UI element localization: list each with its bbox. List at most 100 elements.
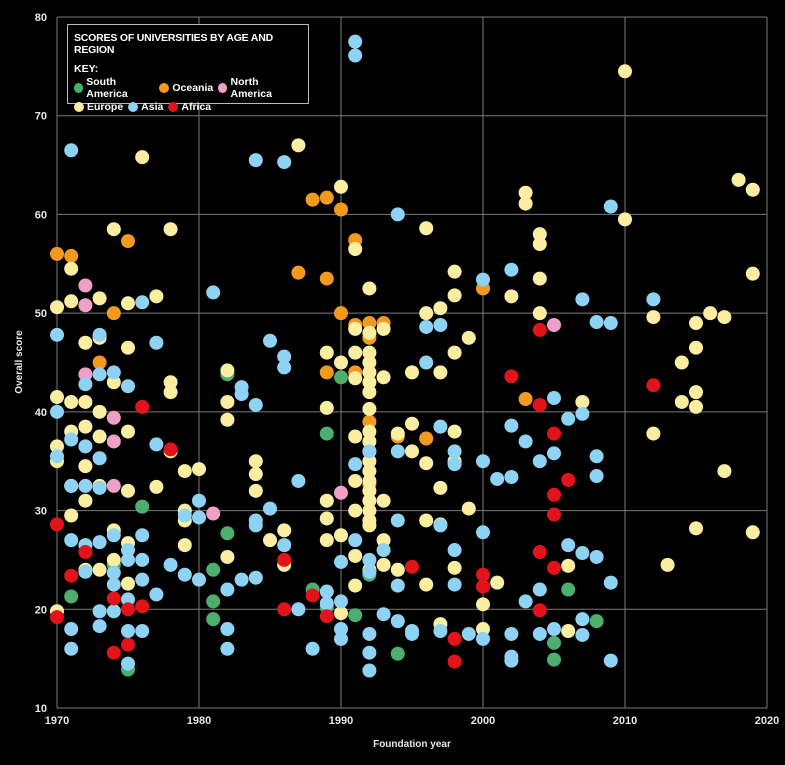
point-south-america <box>348 608 363 623</box>
point-africa <box>277 552 292 567</box>
point-europe <box>263 533 277 548</box>
point-europe <box>78 493 93 508</box>
point-asia <box>419 355 434 370</box>
point-asia <box>177 508 192 523</box>
point-europe <box>121 576 135 591</box>
point-europe <box>78 419 93 434</box>
point-asia <box>135 624 150 639</box>
point-south-america <box>561 582 576 597</box>
point-oceania <box>419 431 434 446</box>
point-europe <box>192 462 206 477</box>
point-asia <box>504 626 519 641</box>
legend-dot <box>74 83 84 93</box>
point-europe <box>745 266 760 281</box>
point-asia <box>490 471 505 486</box>
point-europe <box>745 182 760 197</box>
point-europe <box>689 521 703 536</box>
point-asia <box>64 622 79 637</box>
point-europe <box>447 288 462 303</box>
point-asia <box>575 612 590 627</box>
point-europe <box>64 294 79 309</box>
y-tick-label: 50 <box>35 308 47 320</box>
point-asia <box>149 437 164 452</box>
point-asia <box>106 604 121 619</box>
x-tick-label: 1980 <box>187 715 211 727</box>
legend-label: South America <box>86 76 128 100</box>
point-europe <box>92 404 107 419</box>
point-asia <box>220 582 235 597</box>
legend-item-europe: Europe <box>74 101 123 113</box>
point-asia <box>348 48 363 63</box>
point-europe <box>447 424 462 439</box>
point-asia <box>433 317 448 332</box>
point-asia <box>476 272 490 287</box>
point-asia <box>106 365 121 380</box>
point-north-america <box>206 506 221 521</box>
point-africa <box>532 603 547 618</box>
point-asia <box>92 480 107 495</box>
point-asia <box>334 631 348 646</box>
point-oceania <box>291 265 306 280</box>
x-tick-label: 1970 <box>45 715 69 727</box>
point-europe <box>319 400 334 415</box>
point-europe <box>362 434 377 449</box>
point-europe <box>433 365 448 380</box>
point-europe <box>646 426 661 441</box>
data-points <box>50 34 760 678</box>
point-north-america <box>106 478 121 493</box>
point-asia <box>603 316 618 331</box>
point-asia <box>390 207 405 222</box>
point-asia <box>305 641 320 656</box>
point-europe <box>362 355 377 370</box>
point-asia <box>476 525 490 540</box>
point-africa <box>277 602 292 617</box>
point-oceania <box>319 365 334 380</box>
point-europe <box>476 597 490 612</box>
point-europe <box>106 375 121 390</box>
point-asia <box>447 577 462 592</box>
y-tick-label: 10 <box>35 703 47 715</box>
point-asia <box>362 564 377 579</box>
point-asia <box>362 552 377 567</box>
point-europe <box>561 558 576 573</box>
y-axis-ticks: 10 20 30 40 50 60 70 80 <box>35 12 47 715</box>
point-europe <box>220 549 235 564</box>
point-asia <box>50 327 64 342</box>
legend-dot <box>128 102 139 112</box>
legend-label: North America <box>230 76 272 100</box>
point-asia <box>476 631 490 646</box>
point-asia <box>575 627 590 642</box>
point-europe <box>362 375 377 390</box>
point-europe <box>447 560 462 575</box>
point-asia <box>518 434 533 449</box>
point-asia <box>263 333 277 348</box>
point-europe <box>106 222 121 237</box>
point-europe <box>291 138 306 153</box>
point-south-america <box>319 426 334 441</box>
point-europe <box>461 501 476 516</box>
point-asia <box>589 549 604 564</box>
point-asia <box>121 379 135 394</box>
point-africa <box>532 545 547 560</box>
point-asia <box>121 592 135 607</box>
point-europe <box>135 150 150 165</box>
point-europe <box>220 412 235 427</box>
point-europe <box>376 533 391 548</box>
point-asia <box>248 570 263 585</box>
point-south-america <box>220 526 235 541</box>
point-europe <box>149 479 164 494</box>
point-europe <box>64 261 79 276</box>
point-north-america <box>78 298 93 313</box>
point-europe <box>319 511 334 526</box>
legend-dot <box>74 102 84 112</box>
point-asia <box>532 454 547 469</box>
point-asia <box>135 552 150 567</box>
point-europe <box>419 456 434 471</box>
point-oceania <box>305 192 320 207</box>
point-south-america <box>206 562 221 577</box>
point-asia <box>334 622 348 637</box>
point-africa <box>319 609 334 624</box>
point-europe <box>376 493 391 508</box>
point-europe <box>390 562 405 577</box>
point-europe <box>689 385 703 400</box>
